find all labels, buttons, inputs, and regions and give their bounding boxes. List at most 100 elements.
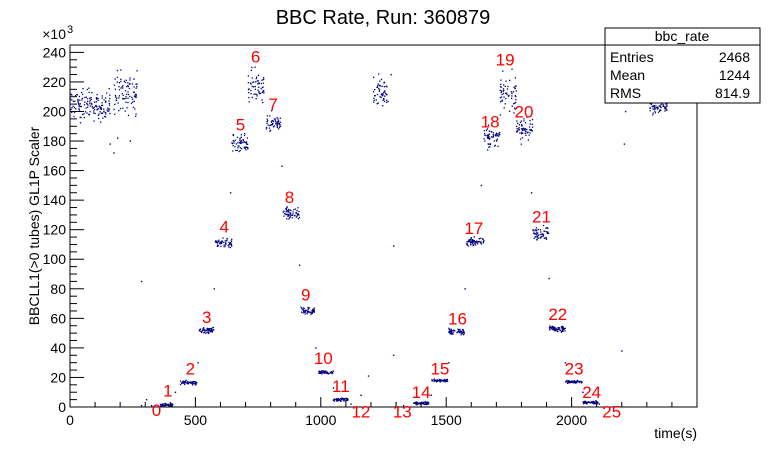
data-point: [542, 234, 545, 236]
data-point: [174, 391, 177, 394]
data-point: [206, 329, 209, 331]
data-point: [96, 97, 98, 99]
data-point: [127, 93, 130, 96]
data-point: [127, 114, 130, 117]
data-point: [269, 115, 271, 117]
data-point: [568, 380, 571, 382]
data-point: [235, 143, 237, 145]
data-point: [535, 227, 538, 229]
data-point: [91, 103, 93, 106]
data-point: [283, 212, 286, 215]
data-point: [135, 94, 137, 96]
data-point: [382, 93, 384, 95]
data-point: [194, 381, 196, 383]
data-point: [125, 93, 128, 96]
data-point: [239, 142, 242, 144]
data-point: [460, 332, 462, 334]
run-annotation: 8: [285, 188, 294, 207]
data-point: [210, 328, 213, 330]
data-point: [104, 101, 107, 103]
data-point: [85, 107, 87, 109]
data-point: [422, 402, 424, 404]
y-tick-label: 60: [50, 310, 66, 326]
y-tick-label: 200: [43, 103, 67, 119]
data-point: [191, 382, 193, 385]
data-point: [532, 230, 534, 232]
data-point: [313, 307, 316, 309]
data-point: [497, 145, 499, 147]
data-point: [435, 379, 437, 382]
data-point: [169, 405, 171, 407]
data-point: [470, 244, 472, 246]
data-point: [476, 243, 479, 245]
data-point: [474, 243, 476, 245]
data-point: [665, 103, 667, 105]
data-point: [205, 330, 207, 332]
data-point: [88, 91, 90, 94]
data-point: [321, 370, 323, 372]
data-point: [254, 88, 257, 90]
data-point: [133, 78, 135, 80]
data-point: [129, 95, 131, 98]
data-point: [86, 102, 88, 105]
data-point: [80, 116, 82, 119]
data-point: [520, 120, 523, 122]
data-point: [586, 403, 588, 405]
data-point: [230, 245, 233, 247]
data-point: [526, 128, 528, 131]
x-axis-label: time(s): [654, 425, 697, 441]
data-point: [311, 309, 313, 312]
data-point: [285, 207, 287, 210]
data-point: [488, 146, 490, 148]
data-point: [247, 143, 249, 145]
data-point: [271, 122, 274, 125]
data-point: [288, 217, 291, 219]
data-point: [238, 145, 240, 147]
data-point: [216, 240, 218, 242]
data-point: [120, 78, 122, 81]
data-point: [203, 331, 206, 333]
y-tick-label: 0: [58, 399, 66, 415]
data-point: [95, 97, 97, 99]
data-point: [417, 402, 419, 405]
data-point: [660, 104, 662, 106]
data-point: [72, 100, 75, 102]
data-point: [545, 227, 547, 229]
data-point: [202, 329, 204, 331]
data-point: [103, 111, 105, 113]
data-point: [564, 330, 566, 332]
data-point: [465, 243, 468, 245]
data-point: [245, 141, 248, 143]
data-point: [662, 104, 665, 106]
data-point: [116, 69, 119, 72]
data-point: [344, 398, 346, 400]
data-point: [124, 90, 127, 92]
data-point: [579, 381, 581, 384]
data-point: [443, 378, 446, 381]
data-point: [490, 130, 492, 133]
data-point: [657, 111, 660, 113]
data-point: [304, 313, 306, 315]
data-point: [125, 85, 128, 88]
data-point: [514, 87, 516, 90]
data-point: [114, 94, 117, 97]
data-point: [449, 332, 451, 334]
data-point: [135, 95, 137, 97]
data-point: [528, 134, 530, 136]
data-point: [654, 112, 657, 114]
data-point: [583, 400, 585, 403]
data-point: [114, 113, 116, 115]
data-point: [132, 91, 135, 93]
data-point: [166, 403, 168, 405]
data-point: [235, 149, 237, 152]
data-point: [311, 311, 314, 313]
data-point: [245, 149, 247, 151]
data-point: [520, 124, 523, 126]
data-point: [449, 332, 452, 335]
data-point: [297, 207, 299, 209]
data-point: [372, 91, 375, 93]
data-point: [475, 241, 477, 244]
data-point: [81, 97, 84, 100]
data-point: [131, 83, 134, 85]
